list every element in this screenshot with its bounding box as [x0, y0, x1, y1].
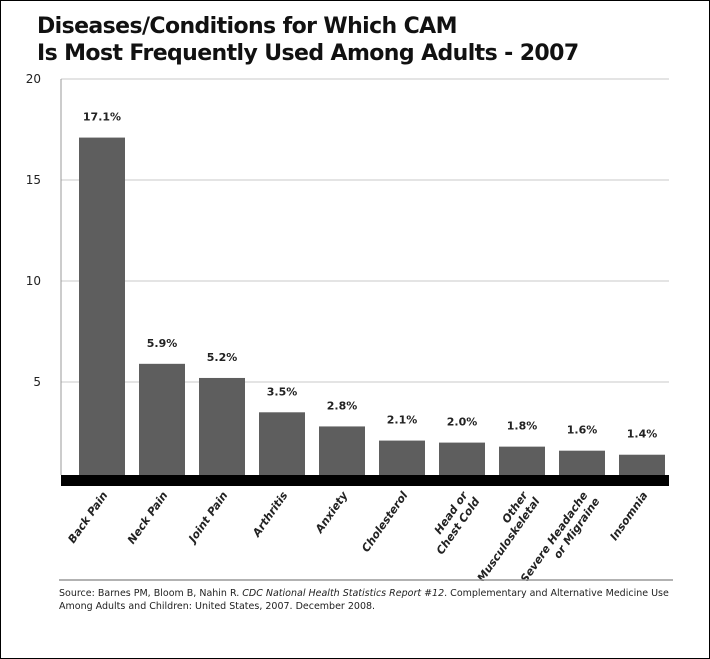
x-axis-baseline — [61, 475, 669, 486]
data-label: 1.8% — [507, 420, 538, 433]
data-label: 1.4% — [627, 428, 658, 441]
source-suffix: . Complementary and Alternative Medicine… — [59, 588, 669, 612]
bar-chart: 5 10 15 20 17.1% Back Pain 5.9% Neck Pain 5.2% Jo… — [26, 72, 673, 581]
y-tick-label: 10 — [26, 274, 41, 288]
x-tick-label: Cholesterol — [359, 489, 410, 555]
y-tick-label: 5 — [33, 375, 41, 389]
bar — [79, 137, 125, 475]
bar — [319, 426, 365, 475]
data-label: 1.6% — [567, 424, 598, 437]
x-tick-label: Back Pain — [65, 489, 110, 546]
bar — [619, 454, 665, 475]
data-label: 17.1% — [83, 111, 121, 124]
bar — [379, 440, 425, 475]
bar — [199, 377, 245, 475]
x-tick-label: Neck Pain — [125, 489, 171, 546]
data-label: 5.9% — [147, 337, 178, 350]
y-tick-label: 20 — [26, 72, 41, 86]
data-label: 3.5% — [267, 385, 298, 398]
source-italic: CDC National Health Statistics Report #1… — [242, 588, 445, 599]
bar — [559, 450, 605, 475]
data-label: 5.2% — [207, 351, 238, 364]
data-label: 2.1% — [387, 414, 418, 427]
y-tick-label: 15 — [26, 173, 41, 187]
x-tick-label: Arthritis — [250, 489, 291, 540]
x-tick-label: Joint Pain — [185, 489, 231, 546]
x-tick-label: Insomnia — [607, 489, 650, 543]
x-tick-label: Anxiety — [312, 489, 351, 537]
data-label: 2.8% — [327, 399, 358, 412]
bar — [139, 363, 185, 475]
title-line-1: Diseases/Conditions for Which CAM — [37, 14, 458, 39]
source-note: Source: Barnes PM, Bloom B, Nahin R. CDC… — [59, 587, 679, 613]
bar — [439, 442, 485, 475]
bar — [499, 446, 545, 475]
source-prefix: Source: Barnes PM, Bloom B, Nahin R. — [59, 588, 243, 599]
title-line-2: Is Most Frequently Used Among Adults - 2… — [37, 41, 579, 66]
data-label: 2.0% — [447, 416, 478, 429]
chart-title: Diseases/Conditions for Which CAM Is Mos… — [37, 13, 579, 67]
bar — [259, 412, 305, 475]
